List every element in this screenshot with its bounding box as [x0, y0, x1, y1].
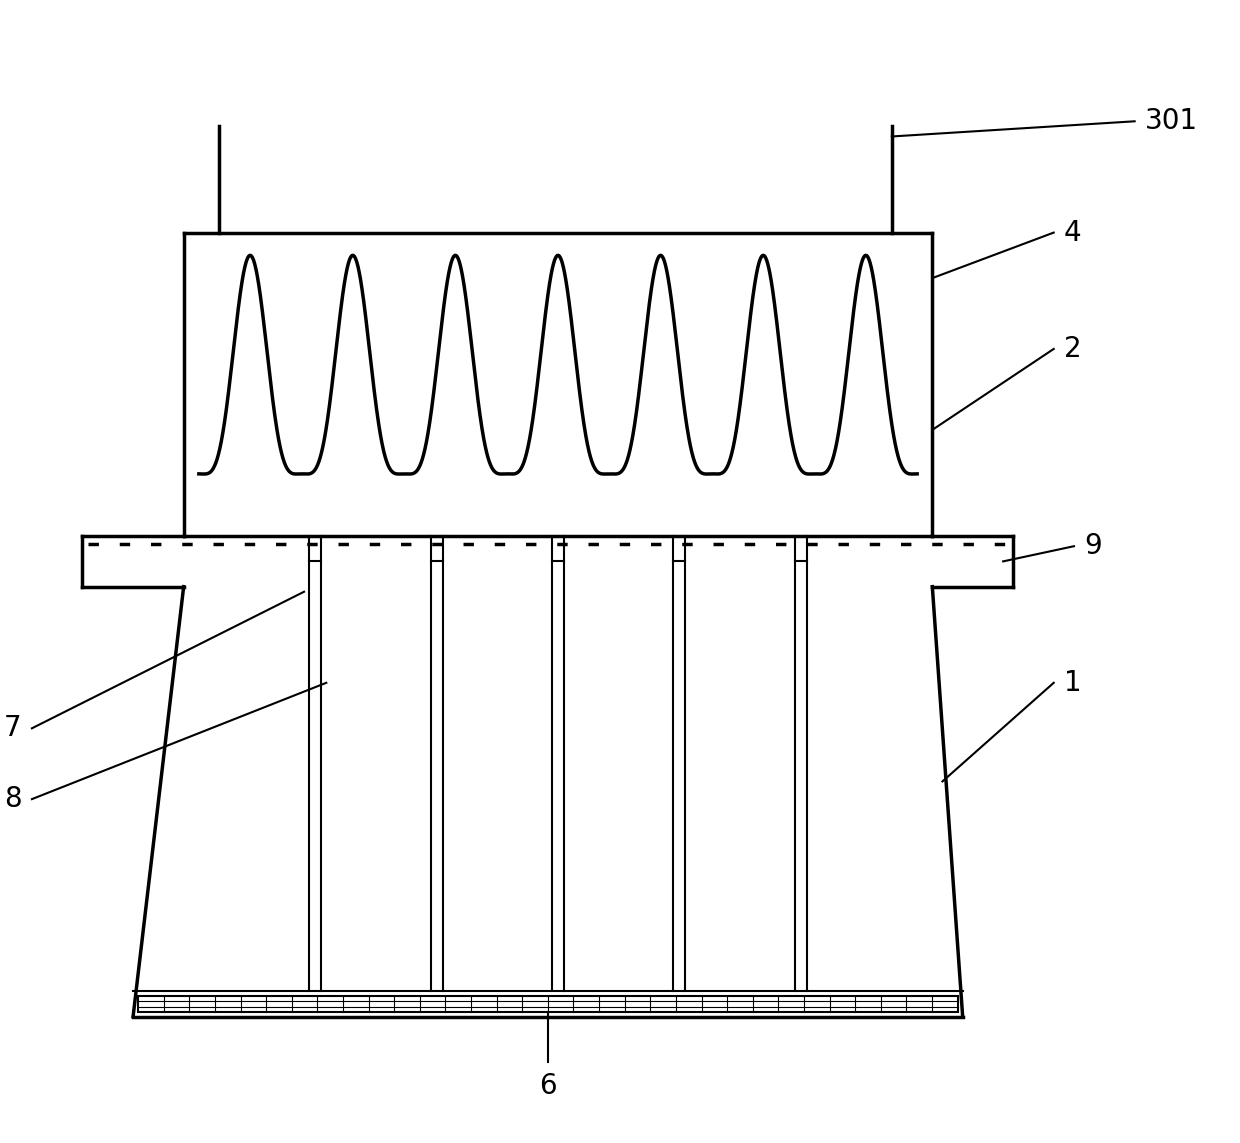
Text: 301: 301: [1145, 107, 1198, 135]
Text: 4: 4: [1064, 218, 1081, 247]
Text: 9: 9: [1084, 533, 1102, 560]
Text: 8: 8: [4, 785, 22, 813]
Text: 1: 1: [1064, 669, 1081, 697]
Bar: [138, 997, 957, 1012]
Text: 6: 6: [539, 1072, 557, 1101]
Text: 2: 2: [1064, 335, 1081, 363]
Text: 7: 7: [4, 714, 22, 742]
